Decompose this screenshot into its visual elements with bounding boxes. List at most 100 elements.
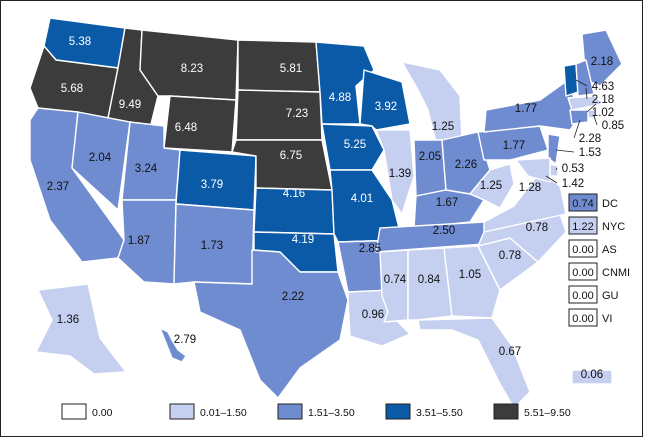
state-value-nc: 0.78 (526, 222, 548, 234)
state-value-nh: 2.18 (592, 94, 614, 106)
state-value-ga: 1.05 (459, 269, 481, 281)
states-layer (29, 17, 623, 409)
state-value-ar: 2.85 (359, 243, 381, 255)
state-value-wy: 6.48 (175, 122, 197, 134)
territory-swatch-vi (568, 308, 598, 327)
territory-value-nyc: 1.22 (572, 221, 593, 233)
legend-swatch-4 (493, 403, 519, 420)
state-value-ne: 6.75 (280, 150, 302, 162)
state-value-tn: 2.50 (433, 225, 455, 237)
state-value-az: 1.87 (128, 235, 150, 247)
territory-value-as: 0.00 (572, 244, 593, 256)
state-nh (575, 59, 595, 97)
territory-name-gu: GU (602, 290, 619, 302)
territory-name-dc: DC (602, 198, 618, 210)
state-mn (315, 41, 375, 125)
territory-boxes: 0.74 DC 1.22 NYC 0.00 AS 0.00 CNMI 0.00 GU 0.00 VI (568, 193, 630, 327)
state-de (549, 163, 559, 177)
leader-line-ri (593, 115, 598, 126)
state-value-ny: 1.77 (515, 103, 537, 115)
territory-name-cnmi: CNMI (602, 267, 630, 279)
state-value-oh: 2.26 (455, 159, 477, 171)
legend: 0.00 0.01–1.50 1.51–3.50 3.51–5.50 5.51–9.50 (61, 403, 571, 420)
state-value-ct: 2.28 (579, 133, 601, 145)
state-il (375, 129, 415, 215)
state-value-pr: 0.06 (581, 369, 603, 381)
state-sd (235, 89, 323, 141)
territory-value-gu: 0.00 (572, 290, 593, 302)
state-value-wi: 3.92 (375, 101, 397, 113)
state-ga (443, 245, 501, 319)
state-value-ut: 3.24 (135, 163, 158, 175)
state-value-hi: 2.79 (174, 334, 196, 346)
state-value-me: 2.18 (591, 56, 613, 68)
leader-line-nh (585, 87, 588, 100)
state-value-al: 0.84 (418, 274, 441, 286)
state-tx (193, 249, 349, 399)
state-value-ri: 0.85 (602, 120, 624, 132)
state-nv (71, 111, 131, 211)
state-value-nd: 5.81 (280, 63, 302, 75)
state-value-ca: 2.37 (47, 181, 69, 193)
state-ct (569, 109, 589, 125)
state-value-il: 1.39 (389, 168, 411, 180)
state-value-la: 0.96 (362, 309, 384, 321)
state-value-nm: 1.73 (201, 240, 223, 252)
legend-swatch-3 (385, 403, 411, 420)
state-value-labels: 5.38 5.68 2.37 9.49 2.04 8.23 6.48 3.24 1.87 3.79… (47, 36, 624, 381)
leader-line-ct (573, 119, 581, 139)
state-value-fl: 0.67 (499, 346, 521, 358)
state-value-sd: 7.23 (286, 108, 308, 120)
legend-swatch-1 (169, 403, 195, 420)
state-va (483, 171, 567, 233)
state-value-ok: 4.19 (292, 234, 314, 246)
legend-label-4: 5.51–9.50 (524, 407, 571, 419)
state-value-md: 1.42 (562, 178, 584, 190)
territory-value-vi: 0.00 (572, 313, 593, 325)
legend-swatch-0 (61, 403, 87, 420)
leader-line-ma (586, 103, 597, 113)
state-nj (547, 133, 561, 165)
state-value-ms: 0.74 (384, 274, 407, 286)
state-value-nv: 2.04 (89, 152, 112, 164)
state-al (407, 247, 453, 321)
state-value-va: 1.28 (519, 182, 541, 194)
state-value-ky: 1.67 (436, 197, 458, 209)
territory-name-nyc: NYC (602, 221, 625, 233)
state-value-mt: 8.23 (181, 63, 203, 75)
state-value-nj: 1.53 (579, 147, 601, 159)
territory-name-vi: VI (602, 313, 612, 325)
leader-line-nj (555, 149, 575, 153)
state-pr (571, 369, 613, 385)
state-value-co: 3.79 (201, 179, 223, 191)
state-value-ks: 4.16 (283, 188, 305, 200)
legend-label-2: 1.51–3.50 (308, 407, 355, 419)
state-wi (359, 69, 411, 131)
state-value-mo: 4.01 (351, 193, 373, 205)
state-value-de: 0.53 (562, 163, 584, 175)
leader-line-md (545, 175, 558, 184)
leader-line-vt (575, 79, 588, 87)
legend-label-3: 3.51–5.50 (416, 407, 463, 419)
territory-swatch-nyc (568, 216, 598, 235)
state-ak (35, 283, 127, 375)
territory-value-dc: 0.74 (572, 198, 593, 210)
territory-swatch-gu (568, 285, 598, 304)
state-value-ak: 1.36 (57, 314, 79, 326)
state-ia (321, 123, 385, 171)
state-value-id: 9.49 (119, 99, 141, 111)
legend-swatch-2 (277, 403, 303, 420)
state-value-vt: 4.63 (592, 81, 614, 93)
state-value-pa: 1.77 (503, 140, 525, 152)
territory-name-as: AS (602, 244, 617, 256)
state-value-mn: 4.88 (329, 92, 351, 104)
state-value-wa: 5.38 (69, 36, 91, 48)
state-hi (159, 327, 187, 363)
state-value-in: 2.05 (419, 151, 441, 163)
territory-swatch-as (568, 239, 598, 258)
state-md (515, 157, 551, 183)
state-value-tx: 2.22 (282, 291, 304, 303)
state-value-ma: 1.02 (592, 107, 614, 119)
state-value-ia: 5.25 (344, 139, 366, 151)
leader-lines (545, 79, 598, 184)
